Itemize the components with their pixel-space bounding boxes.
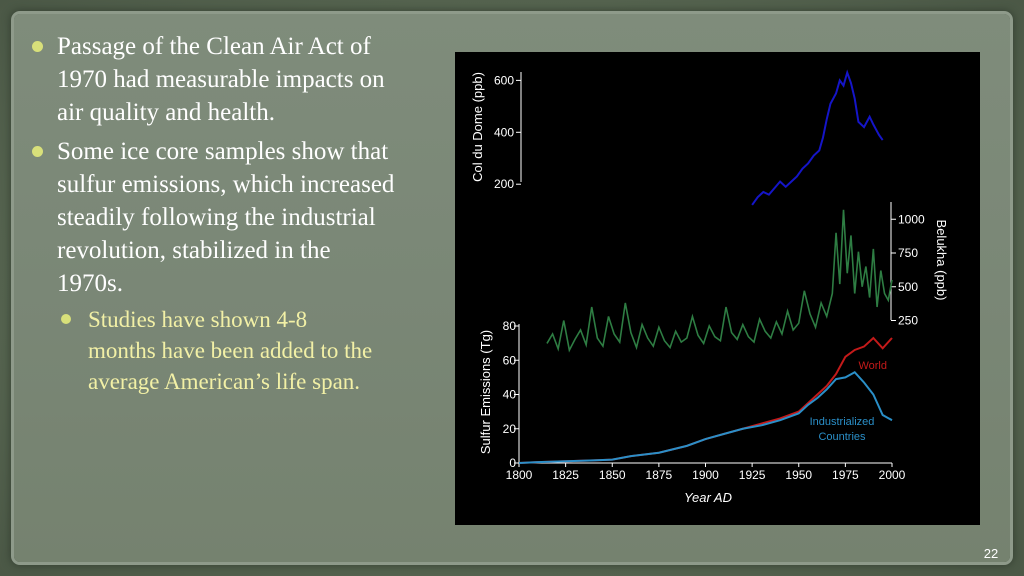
sulfur-x-tick-label: 1800 (506, 468, 533, 482)
sulfur-y-tick-label: 0 (509, 456, 516, 470)
sub-bullet-text: Studies have shown 4-8 months have been … (88, 307, 373, 394)
world-series-label: World (858, 360, 887, 372)
sub-bullet-dot-icon (61, 314, 71, 324)
col-du-dome-axis-label: Col du Dome (ppb) (470, 72, 485, 182)
sulfur-x-tick-label: 2000 (879, 468, 906, 482)
col-du-dome-tick-label: 600 (494, 73, 514, 87)
sulfur-axis-label: Sulfur Emissions (Tg) (478, 330, 493, 454)
industrialized-series-label: Industrialized (810, 416, 875, 428)
sulfur-x-tick-label: 1825 (552, 468, 579, 482)
world-series-line (518, 336, 893, 464)
sulfur-x-tick-label: 1975 (832, 468, 859, 482)
industrialized-series-label: Countries (818, 431, 866, 443)
bullet-text: Some ice core samples show that sulfur e… (57, 138, 395, 297)
bullet-text: Passage of the Clean Air Act of 1970 had… (57, 33, 385, 126)
belukha-tick-label: 1000 (898, 212, 925, 226)
bullet-dot-icon (32, 146, 43, 157)
belukha-tick-label: 250 (898, 314, 918, 328)
sulfur-y-tick-label: 40 (503, 388, 517, 402)
belukha-axis-label: Belukha (ppb) (934, 220, 949, 301)
x-axis-title: Year AD (684, 490, 732, 505)
belukha-tick-label: 750 (898, 246, 918, 260)
sulfur-y-tick-label: 80 (503, 319, 517, 333)
col-du-dome-series-line (751, 69, 884, 206)
sulfur-y-tick-label: 20 (503, 422, 517, 436)
bullet-dot-icon (32, 41, 43, 52)
sulfur-y-tick-label: 60 (503, 353, 517, 367)
ice-core-figure: 200 400 600 Col du Dome (ppb) 250 500 750 1000 B… (455, 52, 980, 525)
sulfur-x-tick-label: 1900 (692, 468, 719, 482)
industrialized-series-line (518, 370, 893, 464)
col-du-dome-tick-label: 400 (494, 125, 514, 139)
sulfur-x-tick-label: 1875 (646, 468, 673, 482)
col-du-dome-tick-label: 200 (494, 177, 514, 191)
bullet-item: Passage of the Clean Air Act of 1970 had… (30, 30, 402, 129)
bullet-list: Passage of the Clean Air Act of 1970 had… (30, 30, 402, 397)
sulfur-x-tick-label: 1925 (739, 468, 766, 482)
bullet-item: Some ice core samples show that sulfur e… (30, 135, 402, 300)
sulfur-x-tick-label: 1950 (785, 468, 812, 482)
belukha-series-line (546, 209, 893, 353)
page-number: 22 (983, 546, 999, 561)
sub-bullet-item: Studies have shown 4-8 months have been … (59, 304, 378, 397)
belukha-tick-label: 500 (898, 280, 918, 294)
sulfur-x-tick-label: 1850 (599, 468, 626, 482)
